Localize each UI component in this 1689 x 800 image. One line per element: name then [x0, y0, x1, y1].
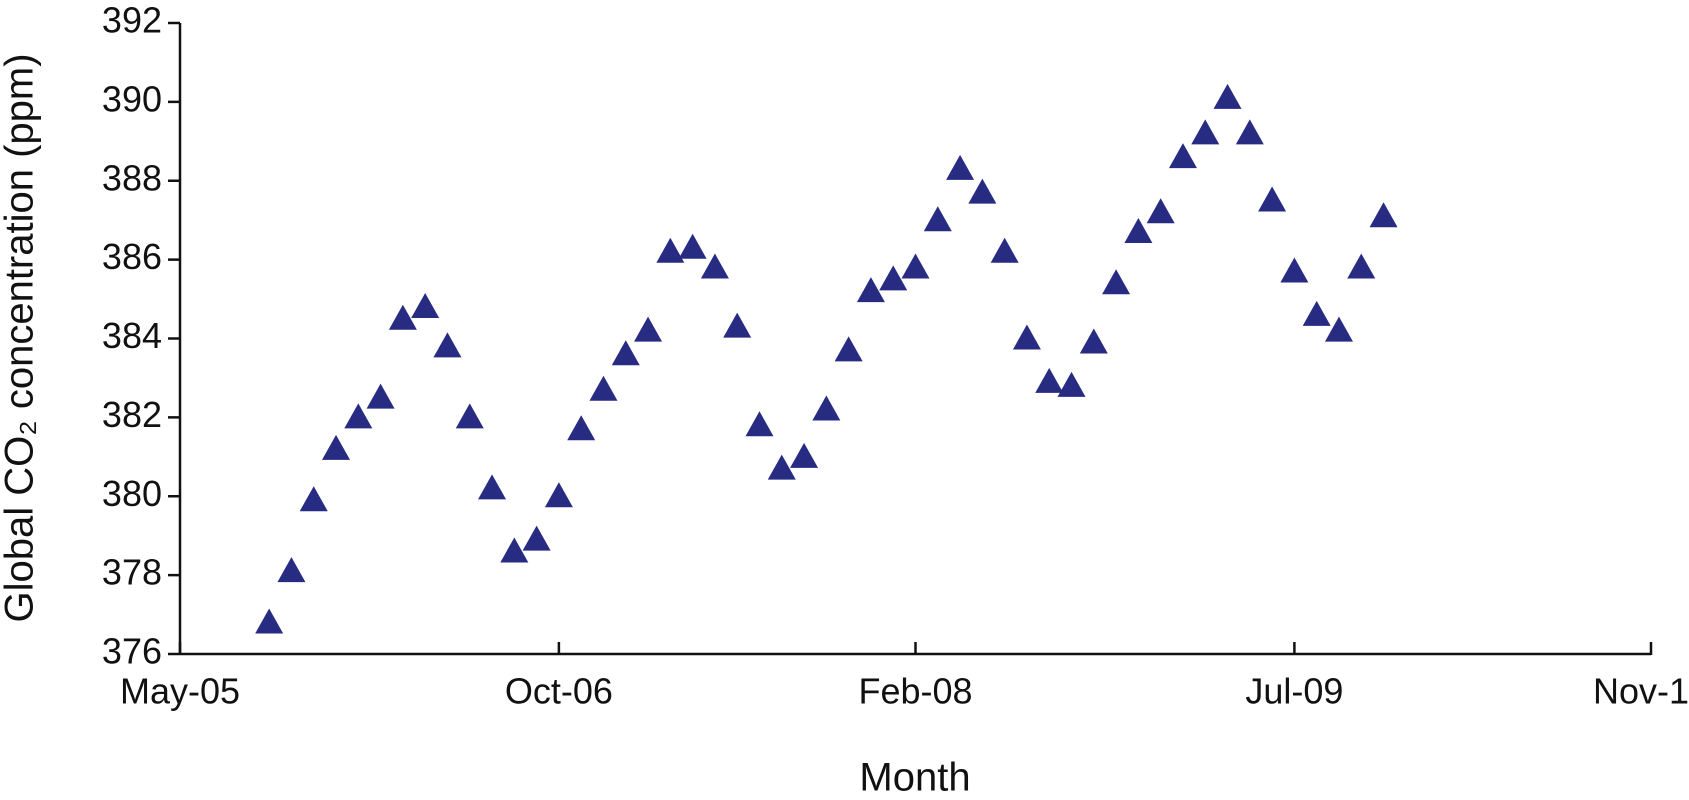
marker [1079, 328, 1108, 354]
marker [1347, 253, 1376, 279]
marker [1191, 119, 1220, 145]
marker [500, 537, 529, 563]
marker [990, 237, 1019, 263]
marker [255, 608, 284, 634]
marker [611, 340, 640, 366]
marker [790, 442, 819, 468]
y-tick-label: 386 [102, 236, 162, 277]
marker [299, 486, 328, 512]
marker [1213, 83, 1242, 109]
marker [1235, 119, 1264, 145]
marker [388, 304, 417, 330]
marker [344, 403, 373, 429]
marker [1146, 198, 1175, 224]
marker [366, 383, 395, 409]
marker [745, 411, 774, 437]
marker [1012, 324, 1041, 350]
marker [1369, 202, 1398, 228]
marker [700, 253, 729, 279]
y-tick-label: 390 [102, 78, 162, 119]
y-tick-label: 378 [102, 552, 162, 593]
marker [277, 557, 306, 583]
marker [634, 316, 663, 342]
x-axis-label: Month [859, 756, 970, 800]
marker [522, 525, 551, 551]
marker [1102, 269, 1131, 295]
marker [1258, 186, 1287, 212]
marker [901, 253, 930, 279]
marker [678, 233, 707, 259]
marker [544, 482, 573, 508]
marker [723, 312, 752, 338]
y-axis-label: Global CO₂ concentration (ppm) [0, 53, 42, 622]
marker [1035, 367, 1064, 393]
marker [879, 265, 908, 291]
marker [767, 454, 796, 480]
marker [1324, 316, 1353, 342]
y-tick-label: 392 [102, 0, 162, 41]
marker [322, 434, 351, 460]
marker [1057, 371, 1086, 397]
marker [968, 178, 997, 204]
y-tick-label: 376 [102, 631, 162, 672]
marker [834, 336, 863, 362]
marker [1124, 218, 1153, 244]
marker [478, 474, 507, 500]
marker [433, 332, 462, 358]
x-tick-label: Nov-10 [1593, 671, 1689, 712]
marker [856, 277, 885, 303]
marker [656, 237, 685, 263]
x-tick-label: Oct-06 [505, 671, 613, 712]
marker [589, 375, 618, 401]
marker [411, 292, 440, 318]
marker [812, 395, 841, 421]
marker [1168, 143, 1197, 169]
marker [946, 154, 975, 180]
x-tick-label: May-05 [120, 671, 240, 712]
marker [567, 415, 596, 441]
y-tick-label: 382 [102, 394, 162, 435]
y-tick-label: 388 [102, 157, 162, 198]
marker [455, 403, 484, 429]
marker [1280, 257, 1309, 283]
x-tick-label: Jul-09 [1245, 671, 1343, 712]
y-tick-label: 384 [102, 315, 162, 356]
marker [923, 206, 952, 232]
marker [1302, 300, 1331, 326]
x-tick-label: Feb-08 [858, 671, 972, 712]
y-tick-label: 380 [102, 473, 162, 514]
